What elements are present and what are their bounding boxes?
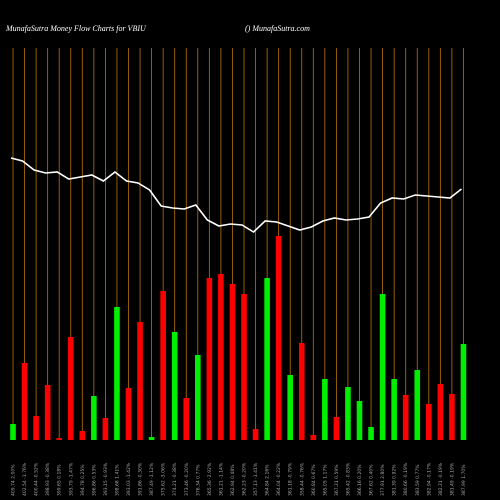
x-tick-label: 381.39 0.92% xyxy=(392,464,398,496)
bar xyxy=(460,344,467,440)
chart-title: MunafaSutra Money Flow Charts for VBIU xyxy=(5,24,147,33)
bar xyxy=(195,355,201,440)
x-tick-label: 382.94 -0.17% xyxy=(426,462,432,496)
x-tick-label: 367.21 0.59% xyxy=(334,464,340,496)
x-tick-label: 393.03 -1.42% xyxy=(126,462,132,496)
bar xyxy=(206,278,213,440)
x-tick-label: 409.74 2.00% xyxy=(11,464,17,496)
x-tick-label: 362.94 0.48% xyxy=(230,464,236,496)
x-tick-label: 402.54 -1.76% xyxy=(22,462,28,496)
x-tick-label: 358.44 -0.76% xyxy=(299,462,305,496)
x-tick-label: 396.86 0.53% xyxy=(91,464,97,496)
chart-subtitle: () MunafaSutra.com xyxy=(245,24,310,33)
bar xyxy=(33,416,39,440)
bar xyxy=(125,388,132,440)
bar xyxy=(56,438,62,440)
x-tick-label: 367.62 0.40% xyxy=(369,464,375,496)
x-tick-label: 365.42 -0.83% xyxy=(345,462,351,496)
x-tick-label: 357.13 -1.41% xyxy=(253,462,259,496)
bar xyxy=(310,435,317,440)
x-tick-label: 400.44 -0.52% xyxy=(34,462,40,496)
price-line xyxy=(10,157,462,234)
bar xyxy=(356,401,363,440)
bar xyxy=(10,424,16,440)
x-tick-label: 387.49 -1.12% xyxy=(149,462,155,496)
x-tick-label: 393.15 -0.93% xyxy=(103,462,109,496)
x-tick-label: 362.23 -0.20% xyxy=(242,462,248,496)
x-tick-label: 380.66 -0.19% xyxy=(403,462,409,496)
x-tick-label: 387.99 1.70% xyxy=(461,464,467,496)
bar xyxy=(437,384,444,440)
x-tick-label: 365.05 1.17% xyxy=(322,464,328,496)
x-tick-label: 382.21 -0.19% xyxy=(438,462,444,496)
x-tick-label: 361.18 -0.79% xyxy=(288,462,294,496)
x-tick-label: 373.46 -0.20% xyxy=(184,462,190,496)
x-tick-label: 398.68 1.41% xyxy=(114,464,120,496)
bar xyxy=(137,322,143,440)
x-tick-label: 365.36 -2.92% xyxy=(207,462,213,496)
bar xyxy=(102,418,109,440)
bar xyxy=(21,363,28,440)
x-tick-label: 383.59 0.77% xyxy=(415,464,421,496)
x-tick-label: 374.21 -0.38% xyxy=(172,462,178,496)
bar xyxy=(171,332,178,440)
x-tick-label: 393.79 -1.47% xyxy=(68,462,74,496)
bar xyxy=(379,294,386,440)
bar xyxy=(183,398,190,440)
bar xyxy=(298,343,305,440)
bar xyxy=(345,387,351,440)
bar xyxy=(333,417,340,440)
x-tick-label: 391.86 -0.30% xyxy=(138,462,144,496)
bar xyxy=(391,379,397,440)
bar xyxy=(114,307,120,440)
bar xyxy=(241,294,247,440)
bar xyxy=(160,291,166,440)
x-tick-label: 399.65 0.18% xyxy=(57,464,63,496)
bar xyxy=(218,274,224,440)
x-tick-label: 394.78 0.25% xyxy=(80,464,86,496)
bar xyxy=(67,337,74,440)
bar xyxy=(229,284,236,440)
bar xyxy=(44,385,51,440)
x-tick-label: 381.49 -0.19% xyxy=(449,462,455,496)
x-tick-label: 375.62 -3.06% xyxy=(161,462,167,496)
x-tick-label: 364.84 2.16% xyxy=(265,464,271,496)
bar xyxy=(402,395,409,440)
x-tick-label: 364.04 -0.22% xyxy=(276,462,282,496)
bar xyxy=(252,429,259,440)
bar xyxy=(449,394,455,440)
bar xyxy=(426,404,432,440)
x-tick-label: 361.21 -1.14% xyxy=(218,462,224,496)
bar xyxy=(368,427,374,440)
bar xyxy=(275,236,282,440)
bar xyxy=(79,431,86,440)
bar xyxy=(287,375,293,440)
x-tick-label: 398.93 -0.38% xyxy=(45,462,51,496)
bar xyxy=(322,379,328,440)
bar xyxy=(264,278,270,440)
bar xyxy=(414,370,421,440)
bar xyxy=(148,437,155,440)
x-tick-label: 360.84 0.67% xyxy=(311,464,317,496)
bar xyxy=(91,396,97,440)
x-tick-label: 377.91 2.80% xyxy=(380,464,386,496)
x-tick-label: 376.34 0.77% xyxy=(195,464,201,496)
x-tick-label: 366.16 0.20% xyxy=(357,464,363,496)
